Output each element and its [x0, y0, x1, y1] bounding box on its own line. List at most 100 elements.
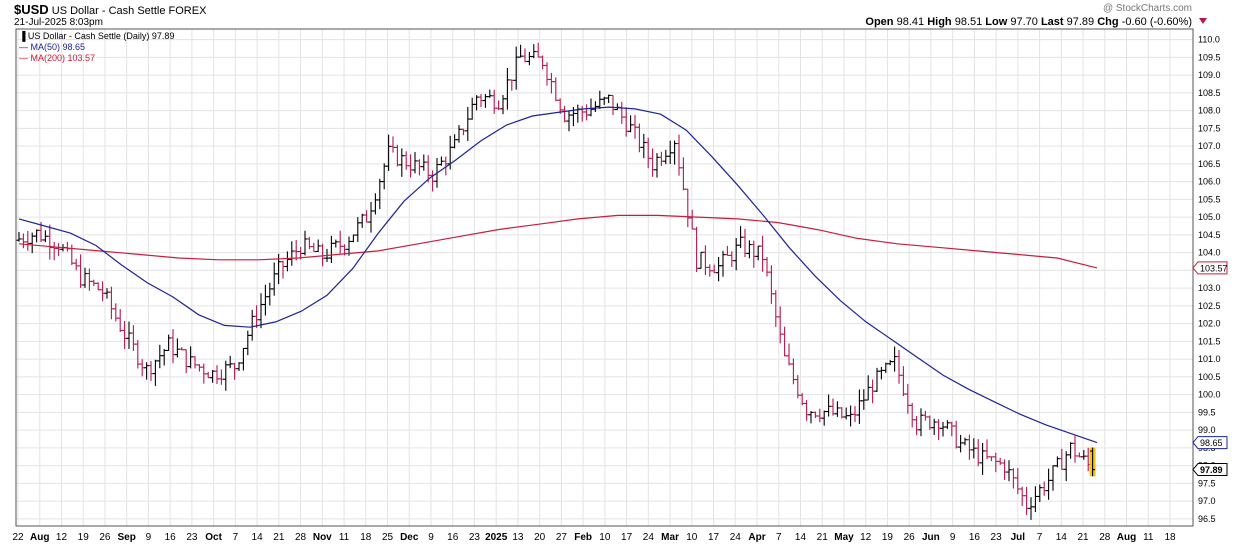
chg-value: -0.60 (-0.60%): [1121, 16, 1192, 28]
x-tick-label: 18: [360, 532, 372, 543]
x-tick-label: 21: [273, 532, 285, 543]
ohlc-bar: [381, 163, 387, 190]
x-tick-label: 28: [1099, 532, 1111, 543]
ohlc-bar: [834, 401, 840, 417]
ohlc-bar: [623, 107, 629, 137]
x-tick-label: Mar: [661, 532, 679, 543]
ohlc-bar: [350, 234, 356, 243]
legend-price-text: US Dollar - Cash Settle (Daily) 97.89: [27, 31, 175, 41]
x-tick-label: 27: [556, 532, 568, 543]
ohlc-bar: [887, 359, 893, 366]
ohlc-bar: [315, 239, 321, 252]
x-tick-label: 14: [1056, 532, 1068, 543]
ohlc-bar: [29, 232, 35, 254]
x-tick-label: 18: [1164, 532, 1176, 543]
value-tag: 97.89: [1192, 463, 1228, 477]
y-tick-label: 96.5: [1198, 514, 1216, 524]
x-tick-label: 9: [146, 532, 152, 543]
ohlc-bar: [940, 421, 946, 437]
chg-label: Chg: [1097, 16, 1119, 28]
ohlc-bar: [69, 244, 75, 266]
ohlc-bar: [663, 149, 669, 165]
ohlc-bar: [619, 101, 625, 124]
y-tick-label: 108.5: [1198, 88, 1221, 98]
ohlc-bar: [478, 94, 484, 108]
ohlc-bar: [399, 148, 405, 177]
ohlc-bar: [139, 359, 145, 377]
ohlc-bar: [760, 235, 766, 272]
x-tick-label: 14: [252, 532, 264, 543]
ohlc-bar: [768, 265, 774, 304]
ohlc-bar: [601, 96, 607, 105]
ohlc-bar: [870, 379, 876, 404]
price-bars: [16, 42, 1091, 520]
x-tick-label: 21: [1077, 532, 1089, 543]
ohlc-bar: [900, 366, 906, 397]
ohlc-bar: [738, 226, 744, 249]
x-tick-label: 12: [860, 532, 872, 543]
ohlc-bar: [117, 308, 123, 333]
y-tick-label: 108.0: [1198, 106, 1221, 116]
ohlc-bar: [931, 418, 937, 435]
ohlc-bar: [610, 94, 616, 116]
y-tick-label: 97.0: [1198, 496, 1216, 506]
legend-price: ▐ US Dollar - Cash Settle (Daily) 97.89: [19, 31, 175, 41]
x-tick-label: 28: [295, 532, 307, 543]
x-tick-label: 11: [1143, 532, 1154, 543]
datetime: 21-Jul-2025 8:03pm: [14, 17, 103, 28]
x-tick-label: 21: [817, 532, 829, 543]
ohlc-bar: [751, 240, 757, 268]
value-tag: 103.57: [1192, 261, 1228, 275]
ohlc-bar: [518, 44, 524, 58]
ohlc-bar: [755, 245, 761, 261]
x-tick-label: 9: [428, 532, 434, 543]
x-tick-label: 17: [708, 532, 720, 543]
ohlc-bar: [817, 408, 823, 423]
y-tick-label: 110.0: [1198, 35, 1220, 45]
ohlc-bar: [689, 209, 695, 230]
ohlc-bar: [588, 98, 594, 117]
last-bar-highlight: [1089, 447, 1096, 477]
x-tick-label: 7: [776, 532, 782, 543]
ohlc-bar: [522, 48, 528, 63]
ohlc-bar: [333, 239, 339, 248]
ohlc-bar: [51, 241, 57, 261]
x-tick-label: 19: [882, 532, 894, 543]
ohlc-bar: [936, 419, 942, 441]
ohlc-bar: [729, 251, 735, 267]
y-tick-label: 101.5: [1198, 336, 1221, 346]
ohlc-bar: [667, 140, 673, 164]
ohlc-bar: [614, 103, 620, 111]
ohlc-bar: [47, 224, 53, 260]
ohlc-bar: [20, 233, 26, 249]
ohlc-bar: [196, 364, 202, 372]
ma50-line: [18, 106, 1098, 444]
x-tick-label: 22: [12, 532, 24, 543]
ohlc-bar: [258, 293, 264, 329]
y-tick-label: 105.5: [1198, 194, 1221, 204]
ohlc-bar: [579, 105, 585, 122]
x-tick-label: 24: [730, 532, 742, 543]
ohlc-bar: [254, 305, 260, 328]
ohlc-bar: [636, 123, 642, 153]
ohlc-bar: [126, 321, 132, 350]
ohlc-bar: [91, 279, 97, 287]
ohlc-bar: [1010, 468, 1016, 489]
x-tick-label: Jun: [922, 532, 940, 543]
ohlc-bar: [984, 439, 990, 460]
x-tick-label: 16: [165, 532, 177, 543]
y-tick-label: 109.5: [1198, 52, 1221, 62]
y-tick-label: 104.0: [1198, 248, 1221, 258]
legend-ma50: — MA(50) 98.65: [19, 42, 86, 52]
ohlc-bar: [34, 229, 40, 243]
ohlc-bar: [1002, 459, 1008, 481]
x-tick-label: Sep: [118, 532, 136, 543]
ohlc-bar: [544, 62, 550, 86]
value-tag-label: 98.65: [1200, 438, 1223, 448]
ohlc-bar: [210, 370, 216, 383]
ohlc-bar: [421, 154, 427, 171]
ohlc-bar: [95, 282, 101, 291]
ohlc-bar: [1015, 467, 1021, 495]
y-tick-label: 101.0: [1198, 354, 1221, 364]
low-value: 97.70: [1010, 16, 1038, 28]
